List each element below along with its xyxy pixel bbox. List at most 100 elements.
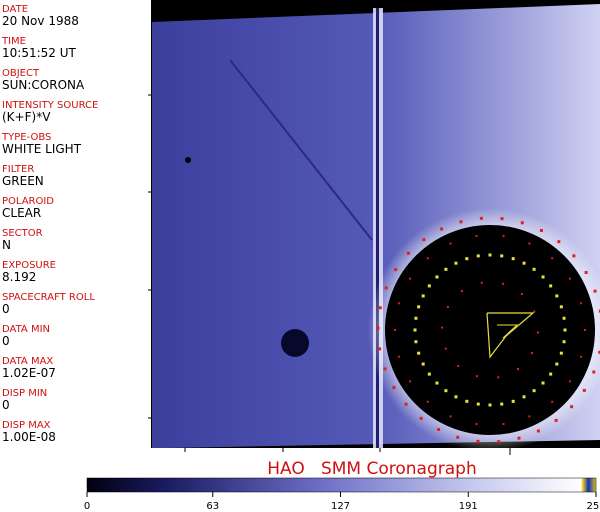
field-value: N — [2, 238, 11, 252]
yellow-marker — [444, 389, 448, 393]
field-value: 20 Nov 1988 — [2, 14, 79, 28]
yellow-marker — [417, 351, 421, 355]
colorbar — [86, 477, 597, 493]
red-marker — [409, 277, 412, 280]
coronagraph-image — [152, 4, 600, 448]
red-marker — [397, 355, 400, 358]
red-marker — [568, 277, 571, 280]
yellow-marker — [532, 389, 536, 393]
red-marker — [480, 281, 483, 284]
red-marker — [582, 388, 586, 392]
field-value: WHITE LIGHT — [2, 142, 82, 156]
yellow-marker — [414, 340, 418, 344]
red-marker — [593, 289, 597, 293]
field-value: CLEAR — [2, 206, 41, 220]
selection — [486, 312, 535, 359]
red-marker — [502, 282, 505, 285]
yellow-marker — [563, 328, 567, 332]
field-label: DATA MIN — [2, 324, 50, 335]
red-marker — [539, 229, 543, 233]
field-value: SUN:CORONA — [2, 78, 85, 92]
red-marker — [476, 439, 480, 443]
yellow-marker — [465, 257, 469, 261]
red-marker — [536, 331, 539, 334]
yellow-marker — [417, 305, 421, 309]
red-marker — [554, 418, 558, 422]
yellow-marker — [414, 316, 418, 320]
field-label: SPACECRAFT ROLL — [2, 292, 95, 303]
field-label: INTENSITY SOURCE — [2, 100, 98, 111]
red-marker — [422, 238, 426, 242]
red-marker — [502, 234, 505, 237]
red-marker — [394, 329, 396, 331]
yellow-marker — [476, 402, 480, 406]
field-value: (K+F)*V — [2, 110, 51, 124]
red-marker — [580, 302, 583, 305]
yellow-marker — [559, 351, 563, 355]
yellow-marker — [522, 261, 526, 265]
yellow-marker — [500, 402, 504, 406]
red-marker — [461, 289, 464, 292]
red-marker — [531, 352, 534, 355]
red-marker — [426, 400, 429, 403]
field-value: 1.00E-08 — [2, 430, 56, 444]
red-marker — [584, 270, 588, 274]
yellow-marker — [522, 395, 526, 399]
yellow-marker — [511, 399, 515, 403]
red-marker — [426, 257, 429, 260]
yellow-marker — [500, 254, 504, 258]
yellow-marker — [549, 372, 553, 376]
yellow-marker — [562, 340, 566, 344]
red-marker — [383, 367, 387, 371]
image-title: HAO SMM Coronagraph — [267, 459, 476, 479]
field-value: 0 — [2, 398, 10, 412]
red-marker — [475, 375, 478, 378]
colorbar-tick-label: 255 — [586, 501, 600, 512]
red-marker — [394, 268, 398, 272]
red-marker — [404, 402, 408, 406]
axis-ticks — [148, 94, 511, 455]
field-value: 10:51:52 UT — [2, 46, 76, 60]
field-label: TIME — [1, 36, 26, 47]
field-label: SECTOR — [2, 228, 43, 239]
field-label: FILTER — [2, 164, 34, 175]
red-marker — [446, 305, 449, 308]
red-marker — [441, 326, 444, 329]
red-marker — [449, 242, 452, 245]
red-marker — [502, 423, 505, 426]
field-label: DISP MAX — [2, 420, 51, 431]
red-marker — [397, 302, 400, 305]
red-marker — [384, 286, 388, 290]
yellow-marker — [435, 381, 439, 385]
yellow-marker — [559, 305, 563, 309]
streak-core — [376, 8, 379, 448]
red-marker — [551, 400, 554, 403]
field-value: 8.192 — [2, 270, 36, 284]
yellow-marker — [454, 395, 458, 399]
yellow-marker — [541, 381, 545, 385]
field-label: DATE — [2, 4, 28, 15]
trail — [229, 59, 373, 241]
yellow-marker — [549, 284, 553, 288]
red-marker — [376, 326, 380, 330]
red-marker — [528, 242, 531, 245]
yellow-marker — [454, 261, 458, 265]
yellow-marker — [427, 372, 431, 376]
red-marker — [378, 347, 382, 351]
red-marker — [570, 405, 574, 409]
markers — [376, 216, 600, 444]
colorbar-tick-label: 63 — [206, 501, 219, 512]
red-marker — [437, 427, 441, 431]
red-marker — [598, 309, 600, 313]
red-marker — [475, 234, 478, 237]
field-label: OBJECT — [2, 68, 40, 79]
yellow-marker — [555, 362, 559, 366]
yellow-marker — [413, 328, 417, 332]
yellow-marker — [555, 294, 559, 298]
field-label: POLAROID — [2, 196, 54, 207]
yellow-marker — [511, 257, 515, 261]
red-marker — [557, 240, 561, 244]
red-marker — [497, 440, 501, 444]
